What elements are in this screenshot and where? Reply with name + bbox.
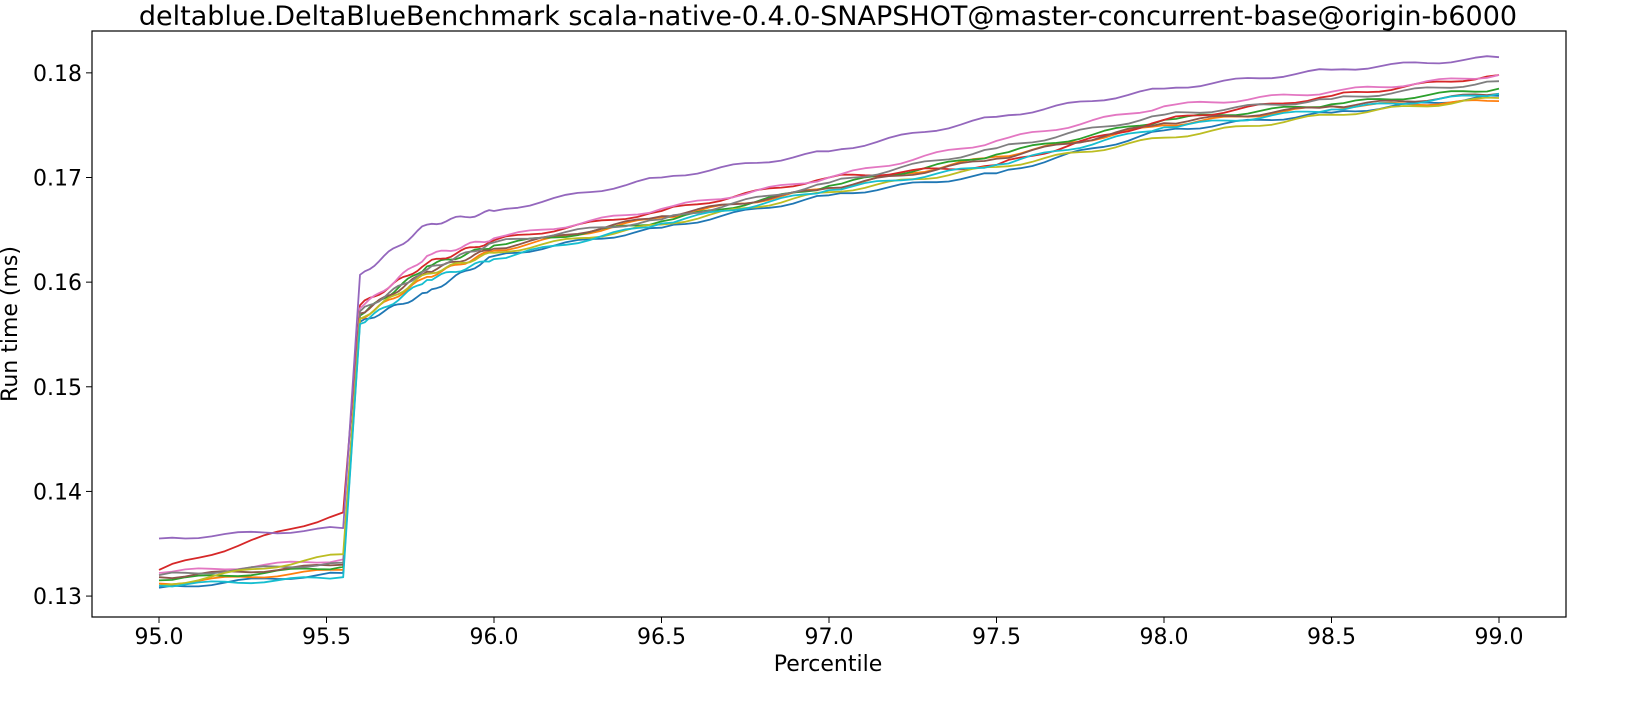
x-tick-label: 97.0 xyxy=(805,625,854,650)
series-line-2 xyxy=(158,99,1500,586)
series-line-7 xyxy=(158,74,1500,574)
y-axis: 0.13 0.14 0.15 0.16 0.17 0.18 xyxy=(33,62,92,610)
x-tick-label: 96.0 xyxy=(470,625,519,650)
x-tick-label: 98.0 xyxy=(1140,625,1189,650)
x-tick-label: 95.5 xyxy=(302,625,351,650)
y-tick-label: 0.18 xyxy=(33,62,82,87)
series-line-10 xyxy=(158,92,1500,588)
series-line-5 xyxy=(158,55,1500,540)
series-line-1 xyxy=(158,94,1500,589)
y-tick-label: 0.15 xyxy=(33,376,82,401)
x-tick-label: 95.0 xyxy=(135,625,184,650)
y-tick-label: 0.16 xyxy=(33,271,82,296)
chart-title: deltablue.DeltaBlueBenchmark scala-nativ… xyxy=(139,1,1517,32)
y-axis-label: Run time (ms) xyxy=(0,246,23,402)
series-layer xyxy=(158,55,1500,589)
x-tick-label: 99.0 xyxy=(1475,625,1524,650)
y-tick-label: 0.17 xyxy=(33,167,82,192)
series-line-9 xyxy=(158,96,1500,587)
x-tick-label: 96.5 xyxy=(637,625,686,650)
x-axis-label: Percentile xyxy=(774,652,883,677)
x-tick-label: 97.5 xyxy=(972,625,1021,650)
series-line-6 xyxy=(158,92,1500,580)
y-tick-label: 0.14 xyxy=(33,480,82,505)
x-tick-label: 98.5 xyxy=(1307,625,1356,650)
series-line-8 xyxy=(158,80,1500,576)
x-axis: 95.0 95.5 96.0 96.5 97.0 97.5 98.0 98.5 99.0 xyxy=(135,617,1524,650)
y-tick-label: 0.13 xyxy=(33,585,82,610)
